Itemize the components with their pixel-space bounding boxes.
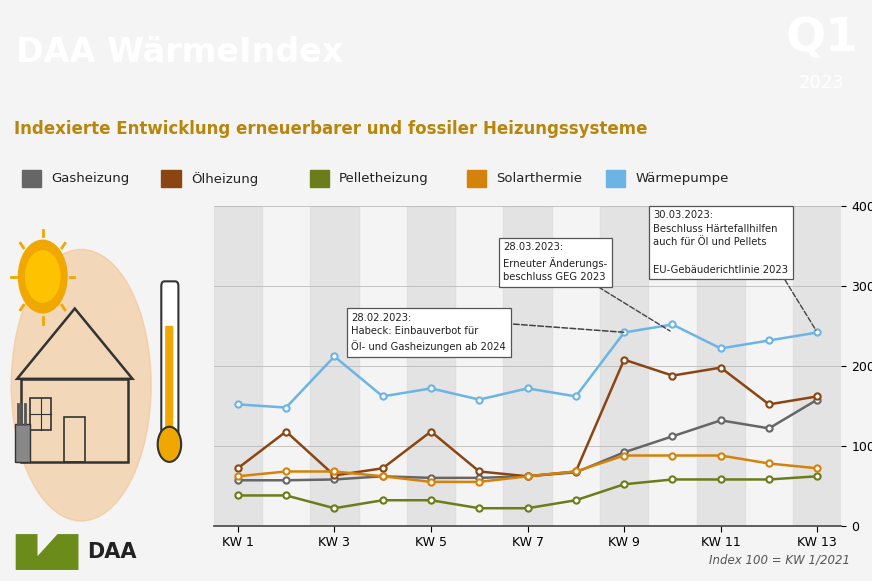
Bar [794,206,841,526]
Bar [161,170,181,187]
Bar [310,206,358,526]
Bar [22,170,41,187]
Bar [606,170,625,187]
Bar [600,206,648,526]
Text: Q1: Q1 [786,16,858,61]
Bar [64,417,85,462]
Bar [697,206,745,526]
Ellipse shape [11,249,151,521]
Bar [30,398,51,430]
Text: Solarthermie: Solarthermie [496,172,582,185]
Text: Ölheizung: Ölheizung [191,171,258,186]
FancyBboxPatch shape [165,326,174,438]
Text: Pelletheizung: Pelletheizung [339,172,429,185]
Text: 28.02.2023:
Habeck: Einbauverbot für
Öl- und Gasheizungen ab 2024: 28.02.2023: Habeck: Einbauverbot für Öl-… [351,313,506,353]
Bar [407,206,455,526]
Circle shape [158,426,181,462]
Text: DAA WärmeIndex: DAA WärmeIndex [16,37,343,69]
Bar [503,206,552,526]
Bar [15,424,30,462]
Bar [310,170,329,187]
Bar [21,379,128,462]
Text: Indexierte Entwicklung erneuerbarer und fossiler Heizungssysteme: Indexierte Entwicklung erneuerbarer und … [14,120,647,138]
Circle shape [25,251,60,302]
Text: 28.03.2023:
Erneuter Änderungs-
beschluss GEG 2023: 28.03.2023: Erneuter Änderungs- beschlus… [503,242,608,282]
Text: DAA: DAA [87,542,137,562]
Text: Gasheizung: Gasheizung [51,172,130,185]
Bar [467,170,486,187]
Text: Wärmepumpe: Wärmepumpe [636,172,729,185]
FancyBboxPatch shape [161,281,179,447]
Text: Index 100 = KW 1/2021: Index 100 = KW 1/2021 [709,554,850,566]
Text: 2023: 2023 [799,74,845,92]
Text: 30.03.2023:
Beschluss Härtefallhilfen
auch für Öl und Pellets

EU-Gebäuderichtli: 30.03.2023: Beschluss Härtefallhilfen au… [653,210,788,275]
Circle shape [18,240,67,313]
Bar [214,206,262,526]
Polygon shape [16,534,78,570]
